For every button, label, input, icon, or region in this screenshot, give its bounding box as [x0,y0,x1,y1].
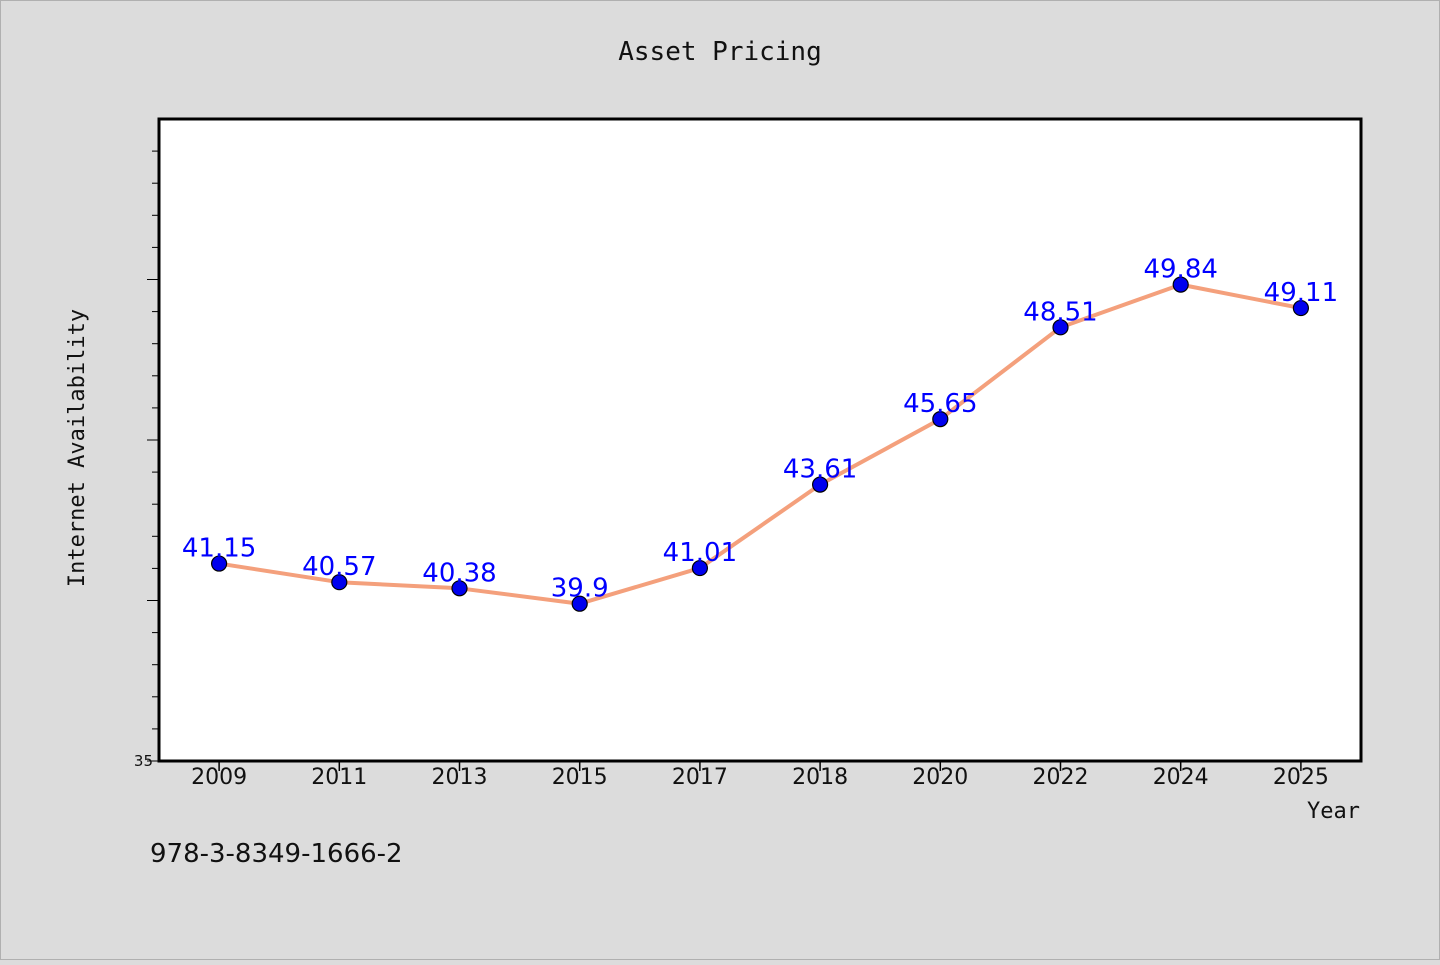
data-point [1292,299,1310,317]
data-labels: 41.15 40.57 40.38 39.9 41.01 43.61 45.65 48.51 4… [182,255,1338,604]
data-label: 39.9 [551,574,609,604]
plot-area [157,117,1363,763]
x-tick-label: 2018 [792,765,848,790]
x-tick-label: 2024 [1153,765,1209,790]
data-label: 45.65 [903,389,977,419]
data-label: 48.51 [1023,297,1097,327]
data-label: 49.84 [1143,255,1217,285]
x-tick-label: 2020 [912,765,968,790]
footer-identifier: 978-3-8349-1666-2 [150,839,403,869]
series-line [218,282,1302,606]
data-point [451,580,468,597]
data-point [811,476,829,493]
data-label: 41.15 [182,534,256,564]
y-axis-ticks: 35 [134,150,159,770]
data-label: 49.11 [1264,278,1338,308]
y-tick-label: 35 [134,752,153,770]
data-point [211,555,228,572]
x-tick-label: 2013 [432,765,488,790]
data-label: 43.61 [783,455,857,485]
data-point [331,574,348,591]
data-label: 40.38 [422,558,496,588]
y-axis-label: Internet Availability [65,309,90,587]
data-point [1172,276,1189,293]
data-point [1052,319,1069,336]
data-point [691,559,709,577]
x-tick-label: 2011 [311,765,367,790]
series-markers [211,276,1310,612]
data-label: 41.01 [663,538,737,568]
x-axis-label: Year [1307,799,1360,824]
data-label: 40.57 [302,552,376,582]
x-tick-label: 2017 [672,765,728,790]
x-tick-label: 2015 [552,765,608,790]
x-tick-label: 2022 [1033,765,1089,790]
x-tick-label: 2025 [1273,765,1329,790]
data-point [932,411,949,428]
x-axis: 2009 2011 2013 2015 2017 2018 2020 2022 2024 2025 [191,761,1329,790]
x-tick-label: 2009 [191,765,247,790]
data-point [571,595,588,612]
chart-title: Asset Pricing [618,37,822,67]
